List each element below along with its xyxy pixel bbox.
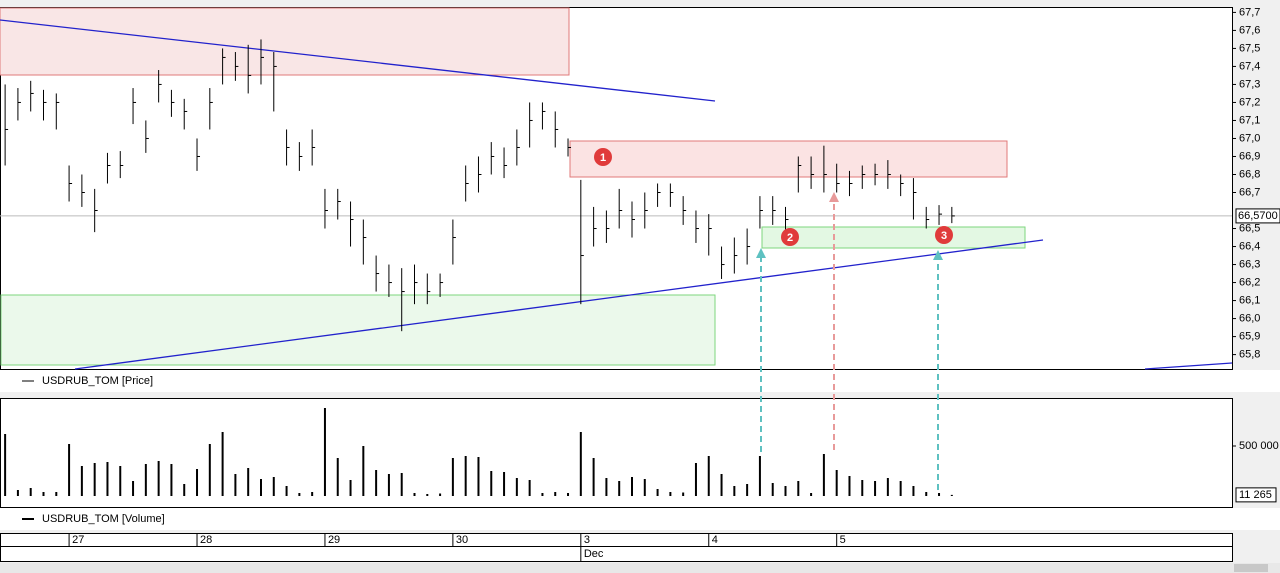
last-price-box	[1235, 208, 1280, 224]
resistance-zone	[569, 140, 1008, 178]
y2-tick-label: 500 000	[1239, 440, 1279, 452]
y-tick-label: 66,0	[1239, 312, 1260, 324]
volume-legend: USDRUB_TOM [Volume]	[42, 513, 165, 525]
annotation-marker	[594, 148, 612, 166]
y-tick-label: 66,3	[1239, 258, 1260, 270]
arrows	[756, 192, 943, 490]
y-tick-label: 66,8	[1239, 168, 1260, 180]
volume-legend-strip	[0, 508, 1280, 530]
x-tick-label: 27	[72, 534, 84, 546]
price-legend-strip	[0, 370, 1280, 392]
y-tick-label: 66,2	[1239, 276, 1260, 288]
x-tick-label: 5	[840, 534, 846, 546]
x-tick-label: 3	[584, 534, 590, 546]
y-tick-label: 66,1	[1239, 294, 1260, 306]
time-axis	[0, 533, 1233, 562]
last-price-label: 66,5700	[1238, 210, 1278, 222]
y-tick-label: 67,5	[1239, 42, 1260, 54]
annotation-label: 3	[941, 230, 947, 242]
annotation-label: 1	[600, 152, 606, 164]
annotation-marker	[781, 228, 799, 246]
arrow-head	[829, 192, 839, 202]
y-tick-label: 67,6	[1239, 24, 1260, 36]
y-tick-label: 65,8	[1239, 348, 1260, 360]
y-tick-label: 67,1	[1239, 114, 1260, 126]
y-tick-label: 67,3	[1239, 78, 1260, 90]
plot-layer	[0, 7, 1233, 370]
y-tick-label: 67,2	[1239, 96, 1260, 108]
price-legend: USDRUB_TOM [Price]	[42, 375, 153, 387]
annotation-label: 2	[787, 232, 793, 244]
trend-line	[74, 239, 1044, 370]
y-tick-label: 66,9	[1239, 150, 1260, 162]
x-tick-label: 29	[328, 534, 340, 546]
arrow-head	[756, 248, 766, 258]
volume-panel	[0, 398, 1233, 508]
x-tick-label: 28	[200, 534, 212, 546]
scrollbar[interactable]	[0, 563, 1280, 573]
month-label: Dec	[584, 548, 604, 560]
y-tick-label: 66,7	[1239, 186, 1260, 198]
trend-line	[0, 19, 716, 102]
support-zone	[761, 226, 1026, 249]
y-tick-label: 67,0	[1239, 132, 1260, 144]
y-tick-label: 67,7	[1239, 6, 1260, 18]
y-tick-label: 66,4	[1239, 240, 1260, 252]
arrow-head	[933, 250, 943, 260]
last-volume-label: 11 265	[1239, 489, 1272, 501]
trend-line	[1144, 362, 1233, 370]
support-zone	[0, 294, 716, 366]
y-tick-label: 65,9	[1239, 330, 1260, 342]
scroll-thumb[interactable]	[1234, 564, 1268, 572]
y-tick-label: 66,5	[1239, 222, 1260, 234]
y-tick-label: 67,4	[1239, 60, 1260, 72]
x-tick-label: 4	[712, 534, 718, 546]
annotation-marker	[935, 226, 953, 244]
last-volume-box	[1235, 487, 1277, 503]
resistance-zone	[0, 7, 570, 76]
x-tick-label: 30	[456, 534, 468, 546]
